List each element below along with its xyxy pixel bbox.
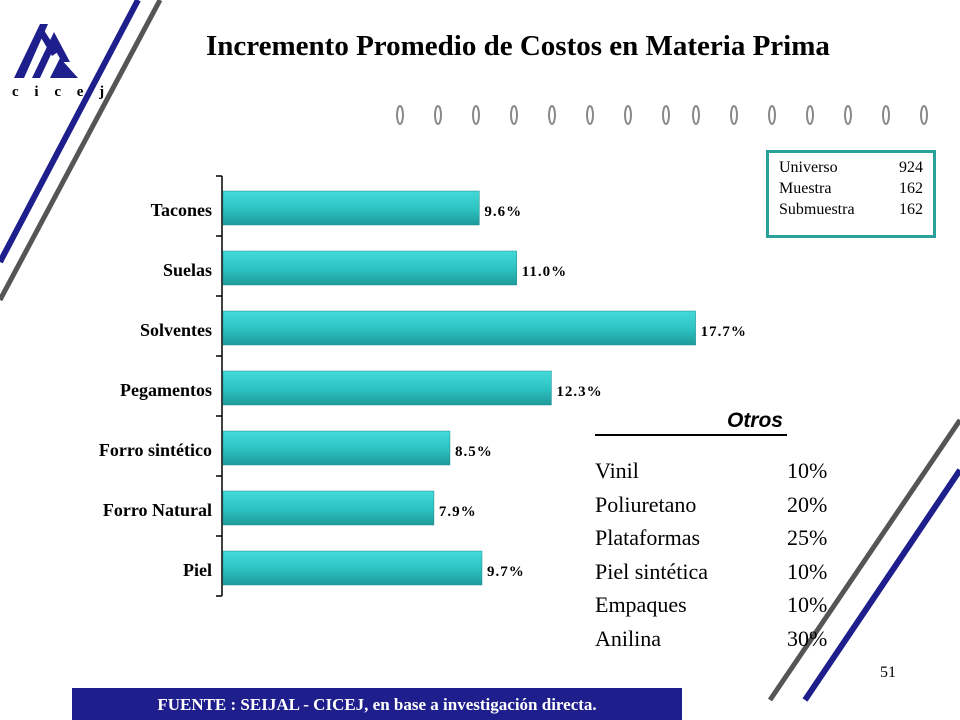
cicej-logo-icon [14,24,78,78]
category-label: Solventes [140,320,212,340]
value-label: 8.5% [455,444,493,460]
otros-item-value: 10% [787,458,828,483]
value-label: 9.7% [487,564,525,580]
page-title: Incremento Promedio de Costos en Materia… [206,30,830,62]
bar [222,430,451,466]
value-label: 17.7% [701,324,747,340]
otros-item: Plataformas 25% [595,521,845,555]
category-label: Tacones [151,200,212,220]
value-label: 9.6% [484,204,522,220]
otros-item-name: Piel sintética [595,558,709,584]
otros-item: Poliuretano 20% [595,488,845,522]
sample-label: Universo [779,159,838,176]
logo-text: c i c e j [12,84,111,100]
otros-item: Piel sintética 10% [595,555,845,589]
bar [222,250,517,286]
bar [222,190,480,226]
otros-item-name: Plataformas [595,525,701,550]
bar [222,370,552,406]
sample-info-box: Universo 924 Muestra 162 Submuestra 162 [766,150,936,238]
otros-item: Anilina 30% [595,622,845,656]
sample-label: Submuestra [779,201,855,218]
bar [222,310,696,346]
otros-item-value: 10% [787,592,828,617]
value-label: 7.9% [439,504,477,520]
sample-value: 162 [899,180,923,197]
bar [222,490,435,526]
otros-item-value: 30% [787,625,828,651]
footer-source: FUENTE : SEIJAL - CICEJ, en base a inves… [72,688,682,720]
otros-title: Otros [595,408,787,436]
otros-item: Empaques 10% [595,588,845,622]
otros-item-name: Empaques [595,592,687,617]
category-label: Suelas [163,260,212,280]
decorative-dots [396,105,928,125]
otros-item-value: 25% [787,525,828,550]
sample-value: 924 [899,159,923,176]
page-number: 51 [880,664,896,681]
sample-value: 162 [899,201,923,218]
otros-item-name: Anilina [595,625,661,651]
otros-item-name: Vinil [595,458,639,483]
otros-item: Vinil 10% [595,454,845,488]
footer-source-text: FUENTE : SEIJAL - CICEJ, en base a inves… [157,695,597,714]
otros-item-name: Poliuretano [595,491,697,517]
otros-panel: Otros Vinil 10% Poliuretano 20% Platafor… [595,408,845,655]
sample-row-universo: Universo 924 [779,157,923,178]
bar [222,550,483,586]
category-label: Forro sintético [99,440,212,460]
sample-row-submuestra: Submuestra 162 [779,199,923,220]
value-label: 12.3% [556,384,602,400]
otros-item-value: 10% [787,558,828,584]
otros-list: Vinil 10% Poliuretano 20% Plataformas 25… [595,454,845,655]
category-label: Pegamentos [120,380,212,400]
otros-item-value: 20% [787,491,828,517]
bar-chart: Tacones 9.6% Suelas 11.0% Solventes 17.7% Pega… [99,175,747,597]
sample-row-muestra: Muestra 162 [779,178,923,199]
category-label: Piel [183,560,212,580]
sample-label: Muestra [779,180,832,197]
value-label: 11.0% [522,264,567,280]
category-label: Forro Natural [103,500,212,520]
